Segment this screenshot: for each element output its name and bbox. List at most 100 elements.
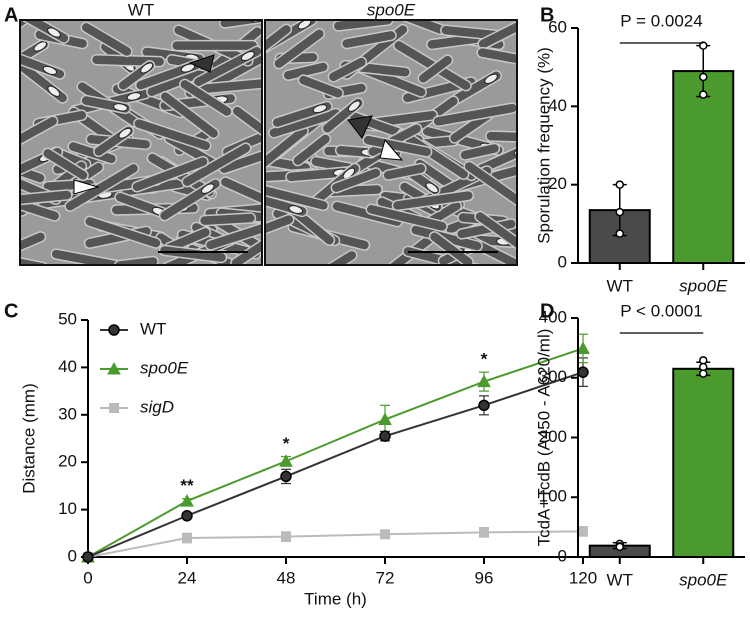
significance-mark: * (283, 434, 290, 453)
y-tick-label: 20 (58, 452, 77, 471)
y-tick-label: 40 (58, 357, 77, 376)
legend-label: spo0E (140, 358, 189, 377)
cell (297, 74, 344, 100)
y-tick-label: 10 (58, 499, 77, 518)
cell (67, 140, 118, 165)
spore (513, 146, 517, 156)
bar (672, 367, 735, 558)
marker (479, 527, 489, 538)
cell (463, 160, 517, 211)
cell (318, 249, 358, 265)
cell (219, 176, 262, 213)
image-title: spo0E (367, 0, 416, 19)
p-value: P < 0.0001 (620, 301, 702, 320)
significance-mark: ** (180, 476, 194, 495)
spore (140, 62, 154, 74)
cell (327, 56, 368, 83)
cell (476, 46, 517, 69)
spore (347, 100, 361, 112)
x-tick-label: WT (607, 276, 633, 295)
marker (576, 341, 590, 354)
y-axis-label: Distance (mm) (19, 383, 38, 494)
series-line (87, 347, 584, 558)
cell (20, 20, 49, 41)
cell (204, 215, 262, 251)
micrograph-frame (264, 19, 518, 266)
cell (198, 212, 257, 227)
arrowhead (73, 179, 100, 195)
y-tick-label: 200 (539, 427, 567, 446)
x-tick-label: 24 (178, 568, 197, 587)
panel-label: A (4, 4, 18, 26)
marker (180, 494, 194, 507)
cell (80, 21, 133, 58)
cell (332, 20, 394, 32)
marker (82, 551, 94, 563)
arrowhead (347, 115, 373, 139)
spore (42, 65, 58, 75)
data-point (699, 72, 708, 82)
cell (382, 162, 427, 181)
cells (20, 20, 262, 265)
marker (379, 430, 391, 442)
cell (231, 105, 262, 150)
data-point (615, 207, 624, 217)
marker (107, 361, 121, 375)
marker (578, 526, 588, 537)
arrowhead (188, 54, 215, 73)
x-tick-label: 72 (376, 568, 395, 587)
y-tick-label: 0 (558, 252, 567, 271)
y-tick-label: 400 (539, 307, 567, 326)
y-tick-label: 100 (539, 487, 567, 506)
y-axis-label: TcdA+TcdB (A450 - A620/ml) (534, 329, 553, 547)
x-tick-label: 0 (83, 568, 92, 587)
cell (50, 248, 141, 265)
x-axis-label: Time (h) (304, 589, 367, 608)
y-tick-label: 0 (558, 546, 567, 565)
marker (280, 470, 292, 483)
cell (485, 130, 517, 144)
cell (428, 231, 474, 265)
marker (108, 324, 120, 336)
significance-mark: * (481, 350, 488, 369)
cell (41, 147, 89, 182)
spore (118, 127, 132, 139)
y-tick-label: 40 (548, 96, 567, 115)
data-point (699, 369, 708, 378)
data-point (699, 41, 708, 50)
marker (477, 374, 491, 388)
cell (432, 102, 517, 128)
marker (182, 533, 192, 544)
x-tick-label: 96 (475, 568, 494, 587)
spore (425, 182, 439, 194)
cell (181, 142, 252, 188)
panel-label: D (540, 300, 554, 322)
y-axis-label: Sporulation frequency (%) (534, 47, 553, 244)
marker (380, 529, 390, 540)
series-line (87, 530, 584, 558)
cell (391, 189, 475, 212)
spore (240, 51, 255, 62)
cell (417, 54, 454, 85)
cell (474, 210, 517, 264)
bar (672, 70, 735, 265)
spore (484, 73, 498, 84)
cell (131, 155, 209, 193)
cell (159, 90, 220, 140)
spore (288, 205, 304, 214)
y-tick-label: 300 (539, 367, 567, 386)
cell (362, 134, 433, 158)
marker (378, 412, 392, 426)
marker (577, 366, 589, 378)
x-tick-label: WT (607, 570, 633, 589)
cell (179, 78, 233, 118)
spore (201, 183, 215, 194)
cell (477, 20, 517, 50)
cell (265, 183, 330, 212)
x-tick-label: spo0E (679, 276, 728, 295)
cell (133, 117, 212, 152)
marker (281, 531, 291, 542)
spore (312, 104, 328, 114)
spore (180, 63, 196, 73)
